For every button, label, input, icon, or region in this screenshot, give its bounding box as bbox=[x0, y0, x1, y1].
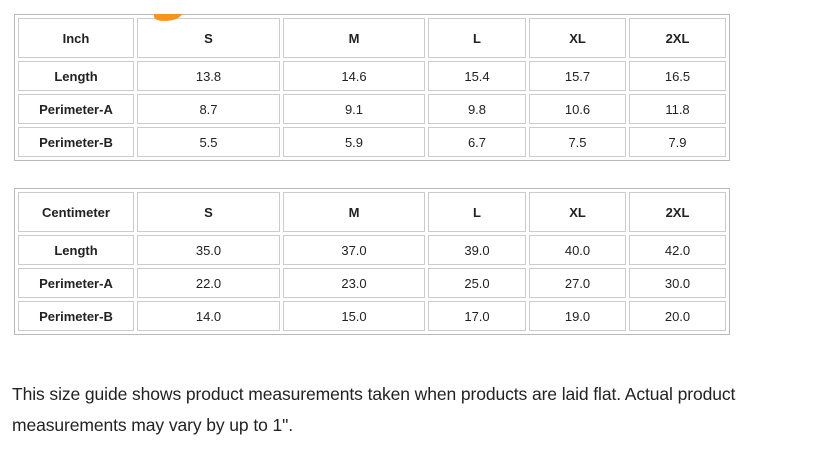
value-cell: 5.5 bbox=[137, 127, 280, 157]
value-cell: 5.9 bbox=[283, 127, 425, 157]
value-cell: 9.1 bbox=[283, 94, 425, 124]
size-header-cell: L bbox=[428, 18, 526, 58]
table-row: Perimeter-B 5.5 5.9 6.7 7.5 7.9 bbox=[18, 127, 726, 157]
value-cell: 25.0 bbox=[428, 268, 526, 298]
value-cell: 42.0 bbox=[629, 235, 726, 265]
value-cell: 16.5 bbox=[629, 61, 726, 91]
size-guide-footnote: This size guide shows product measuremen… bbox=[12, 384, 736, 435]
size-header-cell: 2XL bbox=[629, 18, 726, 58]
value-cell: 37.0 bbox=[283, 235, 425, 265]
size-header-cell: S bbox=[137, 192, 280, 232]
size-header-cell: L bbox=[428, 192, 526, 232]
row-label-cell: Perimeter-A bbox=[18, 268, 134, 298]
size-guide-page: { "heading_fragment": { "glyph": "g", "c… bbox=[0, 14, 824, 467]
value-cell: 14.0 bbox=[137, 301, 280, 331]
value-cell: 19.0 bbox=[529, 301, 626, 331]
unit-header-cell: Inch bbox=[18, 18, 134, 58]
value-cell: 39.0 bbox=[428, 235, 526, 265]
value-cell: 10.6 bbox=[529, 94, 626, 124]
size-header-cell: XL bbox=[529, 192, 626, 232]
row-label-cell: Perimeter-B bbox=[18, 301, 134, 331]
table-row: Length 13.8 14.6 15.4 15.7 16.5 bbox=[18, 61, 726, 91]
value-cell: 6.7 bbox=[428, 127, 526, 157]
size-table-centimeter: Centimeter S M L XL 2XL Length 35.0 37.0… bbox=[14, 188, 730, 335]
row-label-cell: Perimeter-B bbox=[18, 127, 134, 157]
size-header-cell: 2XL bbox=[629, 192, 726, 232]
row-label-cell: Length bbox=[18, 61, 134, 91]
row-label-cell: Perimeter-A bbox=[18, 94, 134, 124]
value-cell: 15.7 bbox=[529, 61, 626, 91]
table-header-row: Inch S M L XL 2XL bbox=[18, 18, 726, 58]
table-row: Perimeter-B 14.0 15.0 17.0 19.0 20.0 bbox=[18, 301, 726, 331]
value-cell: 40.0 bbox=[529, 235, 626, 265]
table-row: Perimeter-A 8.7 9.1 9.8 10.6 11.8 bbox=[18, 94, 726, 124]
size-header-cell: XL bbox=[529, 18, 626, 58]
value-cell: 22.0 bbox=[137, 268, 280, 298]
value-cell: 30.0 bbox=[629, 268, 726, 298]
value-cell: 7.5 bbox=[529, 127, 626, 157]
cropped-heading-glyph-icon bbox=[154, 14, 182, 21]
value-cell: 35.0 bbox=[137, 235, 280, 265]
value-cell: 27.0 bbox=[529, 268, 626, 298]
size-header-cell: M bbox=[283, 18, 425, 58]
value-cell: 7.9 bbox=[629, 127, 726, 157]
value-cell: 13.8 bbox=[137, 61, 280, 91]
table-row: Length 35.0 37.0 39.0 40.0 42.0 bbox=[18, 235, 726, 265]
size-table-inch: Inch S M L XL 2XL Length 13.8 14.6 15.4 … bbox=[14, 14, 730, 161]
value-cell: 8.7 bbox=[137, 94, 280, 124]
size-header-cell: S bbox=[137, 18, 280, 58]
value-cell: 15.0 bbox=[283, 301, 425, 331]
table-header-row: Centimeter S M L XL 2XL bbox=[18, 192, 726, 232]
row-label-cell: Length bbox=[18, 235, 134, 265]
table-row: Perimeter-A 22.0 23.0 25.0 27.0 30.0 bbox=[18, 268, 726, 298]
value-cell: 11.8 bbox=[629, 94, 726, 124]
value-cell: 20.0 bbox=[629, 301, 726, 331]
value-cell: 15.4 bbox=[428, 61, 526, 91]
value-cell: 14.6 bbox=[283, 61, 425, 91]
unit-header-cell: Centimeter bbox=[18, 192, 134, 232]
value-cell: 9.8 bbox=[428, 94, 526, 124]
size-header-cell: M bbox=[283, 192, 425, 232]
value-cell: 17.0 bbox=[428, 301, 526, 331]
value-cell: 23.0 bbox=[283, 268, 425, 298]
